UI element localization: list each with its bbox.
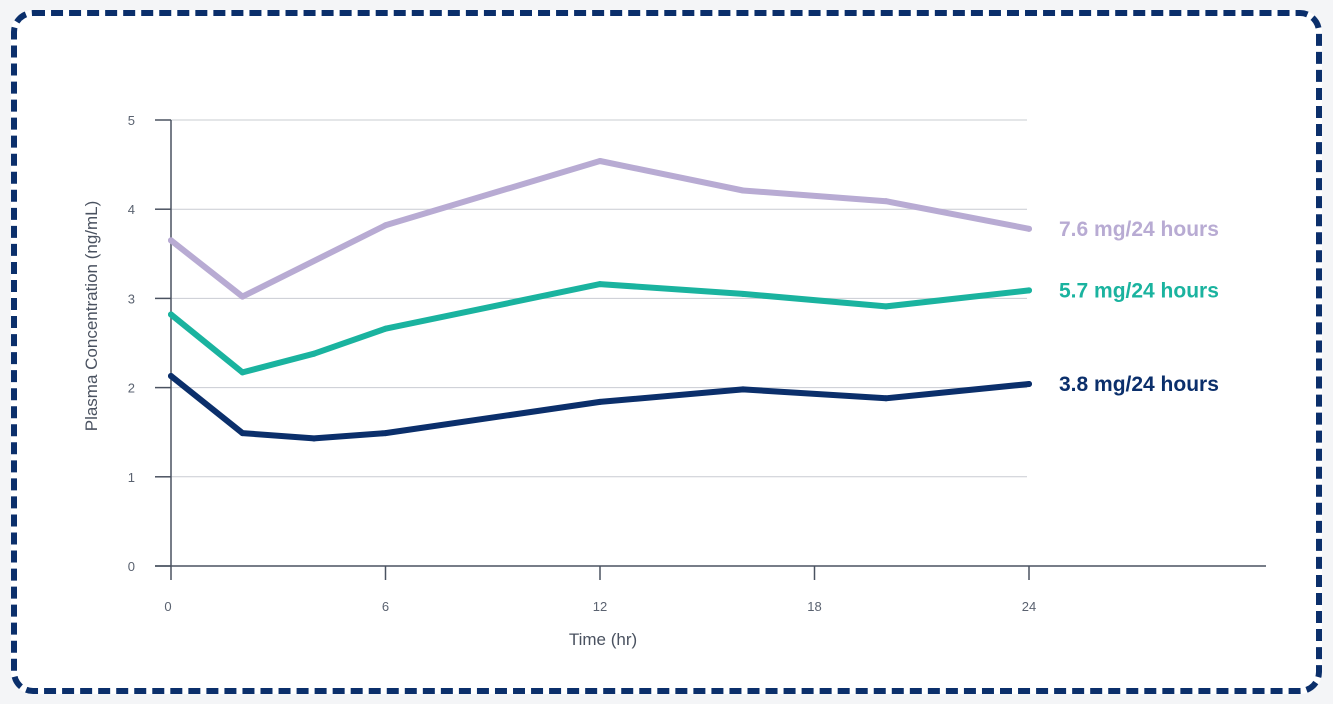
data-point-3-8-mg-24-hours-2	[311, 435, 317, 442]
series-label-5-7-mg-24-hours: 5.7 mg/24 hours	[1059, 279, 1219, 302]
series-label-7-6-mg-24-hours: 7.6 mg/24 hours	[1059, 218, 1219, 241]
series-lines	[168, 158, 1032, 442]
series-line-5-7-mg-24-hours	[168, 281, 1032, 376]
data-point-3-8-mg-24-hours-4	[597, 398, 603, 405]
data-point-5-7-mg-24-hours-2	[311, 350, 317, 357]
data-point-3-8-mg-24-hours-5	[740, 386, 746, 393]
y-tick-label-4: 4	[128, 202, 135, 217]
y-tick-label-0: 0	[128, 559, 135, 574]
data-point-7-6-mg-24-hours-1	[239, 293, 246, 300]
axes	[155, 119, 1266, 580]
data-point-5-7-mg-24-hours-5	[740, 290, 746, 297]
y-tick-label-2: 2	[128, 381, 135, 396]
data-point-5-7-mg-24-hours-3	[382, 325, 389, 332]
data-point-3-8-mg-24-hours-3	[382, 430, 389, 437]
x-axis-title: Time (hr)	[569, 630, 637, 649]
series-line-3-8-mg-24-hours	[168, 373, 1032, 442]
data-point-5-7-mg-24-hours-4	[597, 281, 603, 288]
data-point-3-8-mg-24-hours-7	[1026, 381, 1032, 388]
data-point-3-8-mg-24-hours-1	[239, 430, 246, 437]
data-point-3-8-mg-24-hours-0	[168, 373, 174, 380]
data-point-5-7-mg-24-hours-6	[883, 303, 889, 310]
x-tick-label-6: 6	[382, 599, 389, 614]
data-point-3-8-mg-24-hours-6	[883, 395, 889, 402]
data-point-7-6-mg-24-hours-6	[1026, 225, 1032, 232]
y-tick-label-1: 1	[128, 470, 135, 485]
x-tick-label-18: 18	[807, 599, 821, 614]
x-tick-label-0: 0	[164, 599, 171, 614]
data-point-7-6-mg-24-hours-4	[740, 187, 746, 194]
data-point-7-6-mg-24-hours-5	[883, 198, 889, 205]
x-tick-label-24: 24	[1022, 599, 1036, 614]
data-point-7-6-mg-24-hours-2	[382, 222, 389, 229]
series-labels: 7.6 mg/24 hours 5.7 mg/24 hours 3.8 mg/24 …	[1059, 218, 1219, 396]
x-tick-label-12: 12	[593, 599, 607, 614]
grid-lines	[171, 119, 1027, 478]
y-axis-title: Plasma Concentration (ng/mL)	[82, 201, 101, 432]
chart-card	[11, 10, 1322, 694]
series-line-7-6-mg-24-hours	[168, 158, 1032, 300]
y-tick-label-3: 3	[128, 291, 135, 306]
series-label-3-8-mg-24-hours: 3.8 mg/24 hours	[1059, 373, 1219, 396]
data-point-7-6-mg-24-hours-3	[597, 158, 603, 165]
data-point-5-7-mg-24-hours-0	[168, 311, 174, 318]
data-point-7-6-mg-24-hours-0	[168, 237, 174, 244]
data-point-5-7-mg-24-hours-7	[1026, 287, 1032, 294]
y-tick-label-5: 5	[128, 113, 135, 128]
data-point-5-7-mg-24-hours-1	[239, 369, 246, 376]
